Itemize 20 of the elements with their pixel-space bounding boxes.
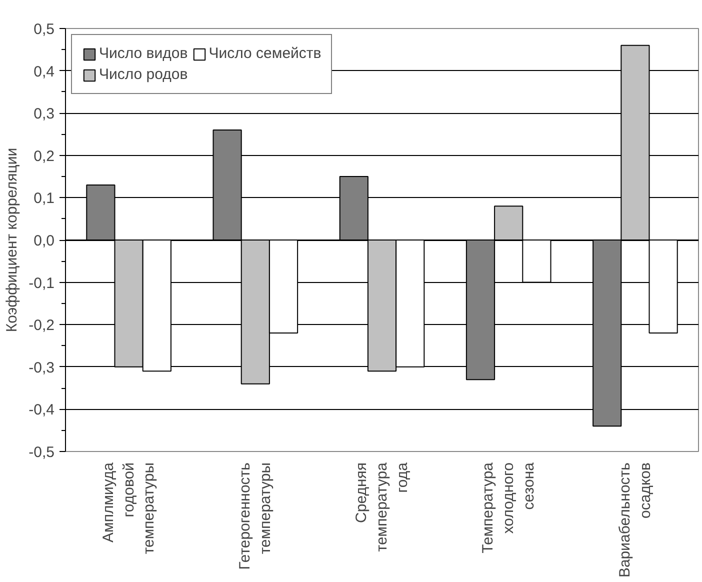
y-tick-label: -0,4 xyxy=(28,402,55,419)
y-tick-label: 0,5 xyxy=(34,21,55,38)
x-tick-label: Гетерогенность температуры xyxy=(236,462,274,570)
legend-label: Число родов xyxy=(99,66,188,83)
legend-label: Число видов xyxy=(99,45,188,62)
y-tick-label: 0,0 xyxy=(34,232,55,250)
y-tick-label: 0,4 xyxy=(34,63,55,80)
y-axis-title: Коэффициент корреляции xyxy=(4,148,21,332)
y-tick-label: -0,1 xyxy=(28,274,55,292)
x-tick-label: Вариабельность осадков xyxy=(616,462,654,578)
y-tick-label: 0,2 xyxy=(34,148,55,165)
y-tick-label: -0,5 xyxy=(28,444,55,461)
y-tick-label: 0,3 xyxy=(34,106,55,123)
y-tick-label: 0,1 xyxy=(34,190,55,208)
y-tick-label: -0,3 xyxy=(28,359,55,376)
y-tick-label: -0,2 xyxy=(28,317,55,334)
x-tick-label: Температура холодного сезона xyxy=(480,462,538,554)
legend-label: Число семейств xyxy=(208,45,322,62)
x-tick-label: Амплмиуда годовой температуры xyxy=(100,462,158,554)
x-tick-label: Средняя температура года xyxy=(353,462,411,552)
